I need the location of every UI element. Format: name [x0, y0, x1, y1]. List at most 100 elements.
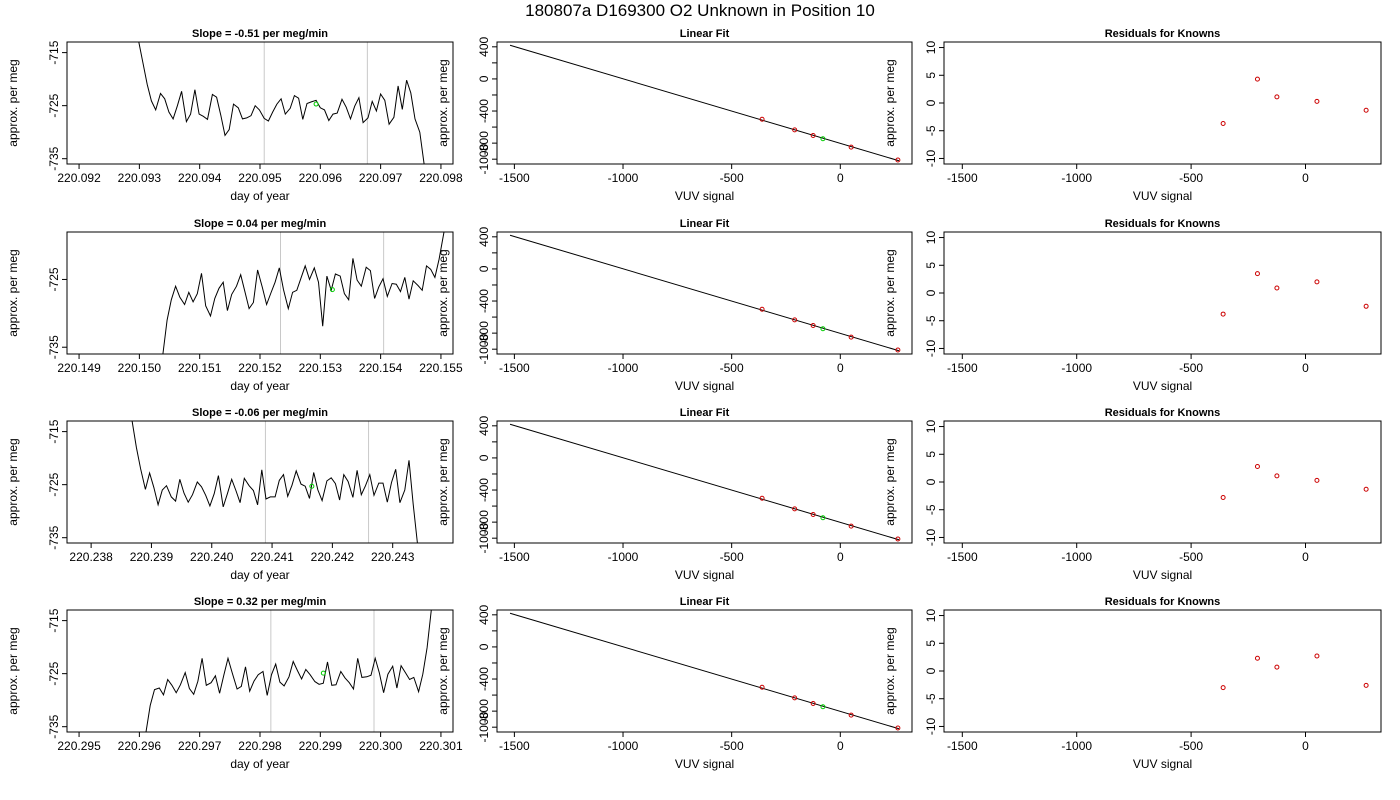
panel-title: Linear Fit — [680, 407, 730, 419]
y-tick-label: 10 — [924, 41, 938, 55]
x-tick-label: -500 — [720, 171, 744, 185]
x-tick-label: -500 — [720, 361, 744, 375]
panel-title: Slope = -0.51 per meg/min — [192, 28, 328, 40]
unknown-point — [309, 483, 315, 489]
y-tick-label: 0 — [477, 75, 491, 82]
residual-point — [1363, 303, 1369, 309]
known-point — [848, 523, 854, 529]
y-tick-label: 10 — [924, 231, 938, 245]
panel-2-residuals: Residuals for Knowns -1500 -1000 -500 0 10 5 0 -… — [883, 218, 1382, 393]
x-axis-label: day of year — [230, 568, 289, 582]
y-tick-label: -1000 — [477, 144, 491, 175]
x-tick-label: 220.241 — [250, 550, 294, 564]
x-tick-label: -500 — [1179, 171, 1203, 185]
plot-frame — [943, 231, 1382, 355]
x-tick-label: -1500 — [499, 171, 530, 185]
unknown-point — [820, 515, 826, 521]
x-tick-label: 220.095 — [238, 171, 282, 185]
unknown-point — [329, 287, 335, 293]
y-tick-label: 5 — [924, 451, 938, 458]
x-tick-label: 220.152 — [238, 361, 282, 375]
known-point — [810, 323, 816, 329]
x-tick-label: 220.243 — [371, 550, 415, 564]
y-tick-label: 10 — [924, 420, 938, 434]
y-axis-label: approx. per meg — [883, 249, 897, 336]
x-tick-label: 220.298 — [238, 739, 282, 753]
y-tick-label: 400 — [477, 415, 491, 435]
known-point — [759, 684, 765, 690]
known-point — [895, 725, 901, 731]
y-tick-label: -1000 — [477, 712, 491, 743]
plot-data — [509, 423, 901, 542]
plot-data — [145, 610, 432, 732]
unknown-point — [320, 670, 326, 676]
y-tick-label: -400 — [477, 289, 491, 313]
known-point — [848, 712, 854, 718]
x-tick-label: -1000 — [608, 171, 639, 185]
known-point — [759, 116, 765, 122]
panel-1-residuals: Residuals for Knowns -1500 -1000 -500 0 10 5 0 -… — [883, 28, 1382, 203]
y-tick-label: -5 — [924, 125, 938, 136]
known-point — [848, 144, 854, 150]
y-tick-label: -725 — [47, 472, 61, 496]
y-tick-label: -800 — [477, 321, 491, 345]
y-tick-label: -715 — [47, 608, 61, 632]
panel-2-timeseries: Slope = 0.04 per meg/min 220.149 220.150 22… — [6, 218, 463, 393]
unknown-point — [313, 101, 319, 107]
plot-data — [131, 421, 418, 543]
residual-point — [1314, 477, 1320, 483]
known-point — [792, 506, 798, 512]
y-tick-label: -1000 — [477, 334, 491, 365]
x-axis-label: day of year — [230, 757, 289, 771]
fit-line — [509, 44, 900, 162]
y-tick-label: 0 — [924, 667, 938, 674]
panel-4-timeseries: Slope = 0.32 per meg/min 220.295 220.296 22… — [6, 596, 463, 771]
x-tick-label: -1500 — [499, 550, 530, 564]
x-tick-label: -1500 — [947, 550, 978, 564]
y-tick-label: 0 — [477, 643, 491, 650]
y-axis-label: approx. per meg — [436, 249, 450, 336]
y-tick-label: -735 — [47, 146, 61, 170]
series-line — [162, 232, 445, 354]
known-point — [810, 512, 816, 518]
plot-frame — [943, 41, 1382, 165]
x-tick-label: -1500 — [947, 361, 978, 375]
y-tick-label: -5 — [924, 693, 938, 704]
known-point — [895, 536, 901, 542]
y-tick-label: -725 — [47, 661, 61, 685]
x-tick-label: 220.150 — [118, 361, 162, 375]
x-tick-label: -1000 — [1061, 550, 1092, 564]
x-axis-label: VUV signal — [675, 568, 734, 582]
x-tick-label: -1500 — [499, 361, 530, 375]
plot-frame — [66, 41, 454, 165]
x-tick-label: 220.092 — [57, 171, 101, 185]
x-tick-label: 0 — [1302, 361, 1309, 375]
x-tick-label: 220.239 — [130, 550, 174, 564]
residual-point — [1363, 486, 1369, 492]
y-tick-label: 0 — [924, 478, 938, 485]
known-point — [792, 317, 798, 323]
y-axis-label: approx. per meg — [436, 438, 450, 525]
x-tick-label: 220.154 — [359, 361, 403, 375]
x-tick-label: -1500 — [947, 171, 978, 185]
x-axis-label: VUV signal — [1133, 189, 1192, 203]
x-tick-label: 220.093 — [118, 171, 162, 185]
panel-title: Slope = -0.06 per meg/min — [192, 407, 328, 419]
y-tick-label: 0 — [924, 289, 938, 296]
y-tick-label: -715 — [47, 419, 61, 443]
y-tick-label: -715 — [47, 40, 61, 64]
x-tick-label: -1000 — [1061, 739, 1092, 753]
y-tick-label: -10 — [924, 149, 938, 167]
x-tick-label: -500 — [1179, 739, 1203, 753]
plot-frame — [496, 41, 913, 165]
y-axis-label: approx. per meg — [6, 249, 20, 336]
known-point — [759, 495, 765, 501]
residual-point — [1254, 271, 1260, 277]
y-axis-label: approx. per meg — [883, 627, 897, 714]
y-tick-label: -5 — [924, 315, 938, 326]
y-tick-label: -400 — [477, 667, 491, 691]
x-tick-label: 220.299 — [299, 739, 343, 753]
x-tick-label: 0 — [837, 171, 844, 185]
